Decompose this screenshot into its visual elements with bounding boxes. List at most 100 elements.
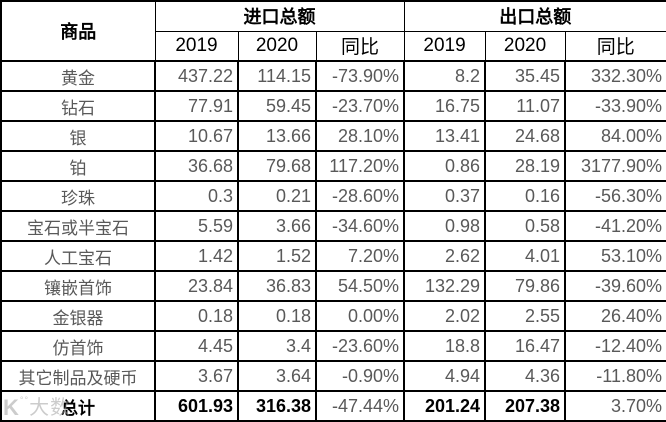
table-row: 人工宝石 1.42 1.52 7.20% 2.62 4.01 53.10%: [0, 240, 666, 272]
value-cell: 3.4: [237, 330, 317, 362]
value-cell: 4.94: [403, 360, 487, 392]
yoy-cell: -47.44%: [314, 390, 406, 422]
value-cell: 0.16: [484, 180, 567, 212]
yoy-cell: 54.50%: [314, 270, 406, 302]
value-cell: 3.67: [154, 360, 239, 392]
value-cell: 36.68: [154, 150, 239, 182]
value-cell: 79.86: [484, 270, 567, 302]
yoy-cell: 3.70%: [564, 390, 666, 422]
yoy-cell: 53.10%: [564, 240, 666, 272]
table-row: 其它制品及硬币 3.67 3.64 -0.90% 4.94 4.36 -11.80%: [0, 360, 666, 392]
yoy-cell: 332.30%: [564, 60, 666, 92]
product-cell: 金银器: [0, 300, 156, 332]
table-row: 镶嵌首饰 23.84 36.83 54.50% 132.29 79.86 -39.60%: [0, 270, 666, 302]
yoy-cell: 26.40%: [564, 300, 666, 332]
product-cell: 宝石或半宝石: [0, 210, 156, 242]
value-cell: 13.41: [403, 120, 487, 152]
yoy-cell: -41.20%: [564, 210, 666, 242]
value-cell: 0.3: [154, 180, 239, 212]
yoy-cell: -28.60%: [314, 180, 406, 212]
value-cell: 16.47: [484, 330, 567, 362]
table-row: 金银器 0.18 0.18 0.00% 2.02 2.55 26.40%: [0, 300, 666, 332]
product-cell: 黄金: [0, 60, 156, 92]
yoy-cell: 0.00%: [314, 300, 406, 332]
product-cell: 铂: [0, 150, 156, 182]
table-row: 银 10.67 13.66 28.10% 13.41 24.68 84.00%: [0, 120, 666, 152]
yoy-cell: -23.70%: [314, 90, 406, 122]
value-cell: 1.42: [154, 240, 239, 272]
value-cell: 24.68: [484, 120, 567, 152]
value-cell: 207.38: [484, 390, 567, 422]
yoy-cell: -11.80%: [564, 360, 666, 392]
product-cell: 银: [0, 120, 156, 152]
product-cell: 钻石: [0, 90, 156, 122]
yoy-cell: -0.90%: [314, 360, 406, 392]
value-cell: 2.62: [403, 240, 487, 272]
import-2020-header: 2020: [237, 30, 317, 62]
table-row: 仿首饰 4.45 3.4 -23.60% 18.8 16.47 -12.40%: [0, 330, 666, 362]
subheader-row: 2019 2020 同比 2019 2020 同比: [1, 30, 666, 62]
yoy-cell: 28.10%: [314, 120, 406, 152]
value-cell: 36.83: [237, 270, 317, 302]
table-row: 钻石 77.91 59.45 -23.70% 16.75 11.07 -33.90%: [0, 90, 666, 122]
value-cell: 2.02: [403, 300, 487, 332]
value-cell: 2.55: [484, 300, 567, 332]
value-cell: 16.75: [403, 90, 487, 122]
export-2019-header: 2019: [403, 30, 486, 62]
import-yoy-header: 同比: [315, 30, 405, 62]
value-cell: 35.45: [484, 60, 567, 92]
import-2019-header: 2019: [154, 30, 239, 62]
value-cell: 11.07: [484, 90, 567, 122]
product-cell: 人工宝石: [0, 240, 156, 272]
value-cell: 437.22: [154, 60, 239, 92]
value-cell: 201.24: [403, 390, 487, 422]
value-cell: 5.59: [154, 210, 239, 242]
yoy-cell: 84.00%: [564, 120, 666, 152]
value-cell: 8.2: [403, 60, 487, 92]
value-cell: 10.67: [154, 120, 239, 152]
table-row: 珍珠 0.3 0.21 -28.60% 0.37 0.16 -56.30%: [0, 180, 666, 212]
product-cell: 仿首饰: [0, 330, 156, 362]
product-column-header: 商品: [0, 0, 156, 62]
value-cell: 1.52: [237, 240, 317, 272]
yoy-cell: 3177.90%: [564, 150, 666, 182]
value-cell: 79.68: [237, 150, 317, 182]
total-row: 总计 601.93 316.38 -47.44% 201.24 207.38 3.70%: [0, 390, 666, 422]
product-cell: 镶嵌首饰: [0, 270, 156, 302]
table-row: 黄金 437.22 114.15 -73.90% 8.2 35.45 332.30%: [0, 60, 666, 92]
value-cell: 0.18: [154, 300, 239, 332]
value-cell: 0.21: [237, 180, 317, 212]
value-cell: 28.19: [484, 150, 567, 182]
yoy-cell: 7.20%: [314, 240, 406, 272]
value-cell: 3.64: [237, 360, 317, 392]
yoy-cell: -23.60%: [314, 330, 406, 362]
value-cell: 0.18: [237, 300, 317, 332]
product-cell: 珍珠: [0, 180, 156, 212]
value-cell: 23.84: [154, 270, 239, 302]
value-cell: 4.36: [484, 360, 567, 392]
product-cell: 总计: [0, 390, 156, 422]
export-yoy-header: 同比: [564, 30, 666, 62]
value-cell: 18.8: [403, 330, 487, 362]
export-group-header: 出口总额: [403, 0, 666, 32]
value-cell: 77.91: [154, 90, 239, 122]
value-cell: 4.45: [154, 330, 239, 362]
yoy-cell: -33.90%: [564, 90, 666, 122]
import-group-header: 进口总额: [154, 0, 405, 32]
value-cell: 114.15: [237, 60, 317, 92]
yoy-cell: -39.60%: [564, 270, 666, 302]
value-cell: 601.93: [154, 390, 239, 422]
value-cell: 0.58: [484, 210, 567, 242]
value-cell: 59.45: [237, 90, 317, 122]
yoy-cell: -56.30%: [564, 180, 666, 212]
value-cell: 13.66: [237, 120, 317, 152]
value-cell: 132.29: [403, 270, 487, 302]
table-row: 铂 36.68 79.68 117.20% 0.86 28.19 3177.90%: [0, 150, 666, 182]
group-header-row: 商品 进口总额 出口总额: [0, 0, 666, 62]
value-cell: 3.66: [237, 210, 317, 242]
value-cell: 0.98: [403, 210, 487, 242]
value-cell: 316.38: [237, 390, 317, 422]
yoy-cell: -34.60%: [314, 210, 406, 242]
value-cell: 4.01: [484, 240, 567, 272]
